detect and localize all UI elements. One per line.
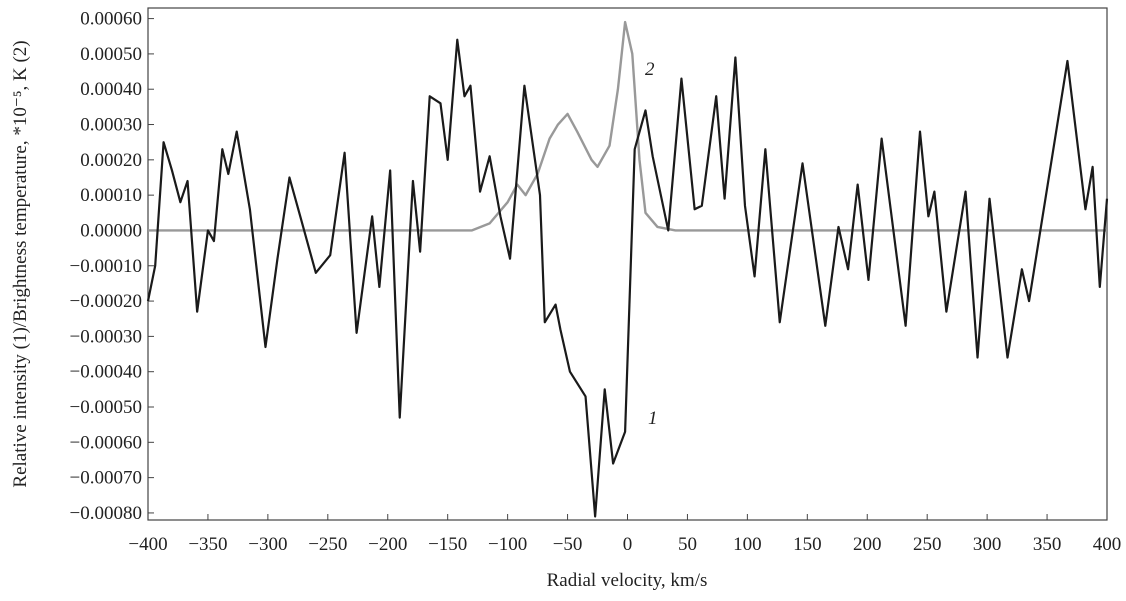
x-tick-label: 50 bbox=[678, 534, 697, 555]
y-tick-label: −0.00010 bbox=[70, 256, 142, 277]
y-tick-label: 0.00060 bbox=[80, 9, 142, 30]
x-tick-label: 100 bbox=[733, 534, 762, 555]
x-tick-label: 300 bbox=[973, 534, 1002, 555]
x-tick-label: 250 bbox=[913, 534, 942, 555]
x-tick-label: 350 bbox=[1033, 534, 1062, 555]
y-tick-label: −0.00020 bbox=[70, 291, 142, 312]
y-tick-label: 0.00000 bbox=[80, 220, 142, 241]
y-tick-label: −0.00070 bbox=[70, 468, 142, 489]
y-tick-label: 0.00040 bbox=[80, 79, 142, 100]
y-axis-label: Relative intensity (1)/Brightness temper… bbox=[10, 40, 31, 487]
y-tick-label: 0.00010 bbox=[80, 185, 142, 206]
data-line bbox=[146, 38, 1109, 518]
data-line bbox=[148, 20, 1107, 232]
x-tick-label: −150 bbox=[428, 534, 467, 555]
annotation: 2 bbox=[645, 59, 655, 80]
x-tick-label: −300 bbox=[248, 534, 287, 555]
y-tick-label: −0.00080 bbox=[70, 503, 142, 524]
y-tick-label: −0.00050 bbox=[70, 397, 142, 418]
x-axis-label: Radial velocity, km/s bbox=[547, 570, 708, 591]
plot-frame bbox=[147, 7, 1108, 521]
y-tick-label: 0.00020 bbox=[80, 150, 142, 171]
y-tick-label: 0.00030 bbox=[80, 115, 142, 136]
x-tick-label: −400 bbox=[128, 534, 167, 555]
y-tick-label: −0.00030 bbox=[70, 326, 142, 347]
x-tick-label: −350 bbox=[188, 534, 227, 555]
x-tick-label: −200 bbox=[368, 534, 407, 555]
y-tick-label: −0.00060 bbox=[70, 432, 142, 453]
x-tick-label: 200 bbox=[853, 534, 882, 555]
x-tick-label: 0 bbox=[623, 534, 633, 555]
x-tick-label: 150 bbox=[793, 534, 822, 555]
x-tick-label: 400 bbox=[1093, 534, 1122, 555]
y-tick-label: 0.00050 bbox=[80, 44, 142, 65]
x-tick-label: −100 bbox=[488, 534, 527, 555]
x-tick-label: −250 bbox=[308, 534, 347, 555]
x-tick-label: −50 bbox=[553, 534, 583, 555]
annotation: 1 bbox=[648, 408, 658, 429]
y-tick-label: −0.00040 bbox=[70, 362, 142, 383]
